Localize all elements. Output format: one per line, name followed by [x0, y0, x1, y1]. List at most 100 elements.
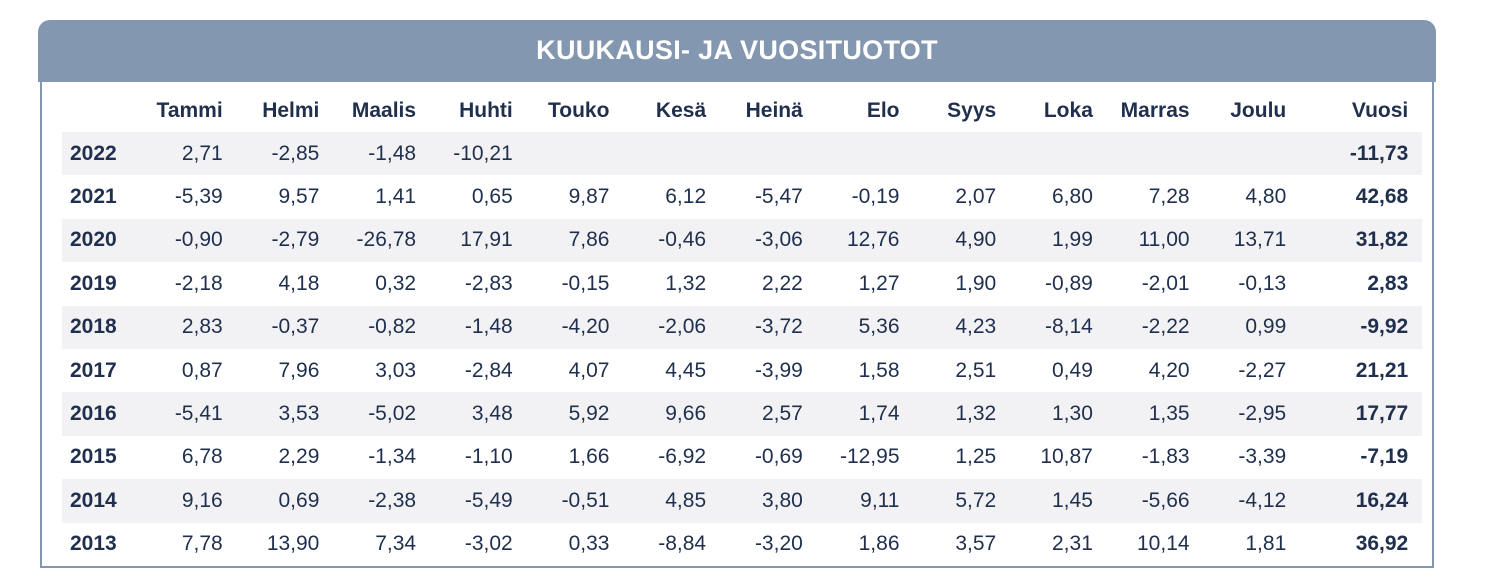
year-cell: 2013	[70, 532, 117, 556]
monthly-return-cell: 13,71	[1197, 218, 1295, 263]
column-header-year	[62, 90, 134, 132]
returns-panel	[40, 22, 1434, 568]
monthly-return-cell: -2,27	[1238, 358, 1287, 382]
year-cell: 2018	[62, 305, 134, 349]
monthly-return-cell	[907, 132, 1005, 176]
monthly-return-cell: -5,66	[1100, 479, 1198, 523]
monthly-return-cell: -3,20	[754, 532, 803, 556]
monthly-return-cell: 1,32	[907, 392, 1005, 436]
monthly-return-cell: 7,28	[1148, 185, 1190, 209]
monthly-return-cell: -10,21	[424, 132, 521, 176]
monthly-return-cell: 4,18	[278, 271, 320, 295]
column-header: Touko	[548, 99, 610, 122]
annual-return-cell: 42,68	[1355, 185, 1409, 209]
monthly-return-cell	[1004, 132, 1101, 176]
column-header: Syys	[947, 99, 997, 122]
monthly-return-cell: 11,00	[1100, 218, 1198, 263]
monthly-return-cell: 17,91	[424, 218, 521, 263]
monthly-return-cell: 4,07	[568, 358, 610, 382]
monthly-return-cell: 1,45	[1004, 479, 1101, 523]
monthly-return-cell: 9,57	[278, 185, 320, 209]
monthly-return-cell: 1,74	[810, 392, 908, 436]
monthly-return-cell: -26,78	[327, 218, 425, 263]
column-header: Loka	[1043, 99, 1093, 122]
monthly-return-cell: -0,51	[520, 479, 618, 523]
monthly-return-cell: -5,02	[327, 392, 425, 436]
monthly-return-cell: -1,48	[424, 305, 521, 349]
monthly-return-cell: 1,90	[955, 271, 997, 295]
annual-return-cell: 2,83	[1367, 271, 1409, 295]
monthly-return-cell: 2,22	[761, 271, 803, 295]
monthly-return-cell: 5,92	[520, 392, 618, 436]
monthly-return-cell: 5,72	[907, 479, 1005, 523]
monthly-return-cell: 1,32	[665, 271, 707, 295]
column-header: Kesä	[655, 99, 707, 122]
monthly-return-cell: 7,96	[278, 358, 320, 382]
annual-return-cell: -9,92	[1294, 305, 1423, 349]
monthly-return-cell: 2,29	[278, 445, 320, 469]
monthly-return-cell: 3,53	[230, 392, 328, 436]
monthly-return-cell: 1,58	[858, 358, 900, 382]
monthly-return-cell: 9,16	[134, 479, 231, 523]
column-header: Huhti	[459, 99, 513, 122]
monthly-return-cell: -2,38	[327, 479, 425, 523]
monthly-return-cell: 1,81	[1245, 532, 1287, 556]
monthly-return-cell: 1,99	[1004, 218, 1101, 263]
monthly-return-cell: -0,89	[1045, 271, 1093, 295]
panel-title: KUUKAUSI- JA VUOSITUOTOT	[536, 35, 938, 65]
monthly-return-cell: 4,85	[617, 479, 715, 523]
table-row: 2021 -5,39 9,57 1,41 0,65 9,87 6,12 -5,47 -0,19 2…	[62, 175, 1422, 218]
monthly-return-cell: 7,34	[375, 532, 417, 556]
monthly-return-cell: -1,34	[368, 445, 417, 469]
column-header: Joulu	[1230, 99, 1287, 122]
monthly-return-cell	[714, 132, 811, 176]
monthly-return-cell: 10,87	[1040, 445, 1093, 469]
monthly-return-cell: 2,07	[955, 185, 997, 209]
monthly-return-cell: -2,85	[230, 132, 328, 176]
monthly-return-cell	[1100, 132, 1198, 176]
monthly-return-cell: 9,11	[810, 479, 908, 523]
monthly-return-cell: 6,12	[665, 185, 707, 209]
monthly-return-cell: -2,79	[230, 218, 328, 263]
monthly-return-cell: 7,86	[520, 218, 618, 263]
monthly-return-cell: 3,48	[424, 392, 521, 436]
year-cell: 2016	[62, 392, 134, 436]
monthly-return-cell: -2,06	[617, 305, 715, 349]
monthly-return-cell: -0,13	[1238, 271, 1287, 295]
year-cell: 2014	[62, 479, 134, 523]
table-row: 2015 6,78 2,29 -1,34 -1,10 1,66 -6,92 -0,69 -12,…	[62, 436, 1422, 479]
table-row: 2020 -0,90 -2,79 -26,78 17,91 7,86 -0,46 -3,06 1…	[62, 218, 1423, 263]
year-cell: 2020	[62, 218, 134, 263]
monthly-return-cell: 0,49	[1052, 358, 1093, 382]
monthly-return-cell: -3,72	[714, 305, 811, 349]
monthly-return-cell: -0,19	[851, 185, 900, 209]
monthly-return-cell: 2,31	[1052, 532, 1093, 556]
monthly-return-cell: -1,83	[1141, 445, 1190, 469]
year-cell: 2022	[62, 132, 134, 176]
monthly-return-cell: 13,90	[266, 532, 320, 556]
returns-table: Tammi Helmi Maalis Huhti Touko Kesä Heinä Elo Sy…	[62, 90, 1423, 566]
annual-return-cell: 31,82	[1294, 218, 1423, 263]
monthly-return-cell: 6,78	[181, 445, 223, 469]
monthly-return-cell: -2,84	[464, 358, 513, 382]
annual-return-cell: 21,21	[1355, 358, 1409, 382]
annual-return-cell: 16,24	[1294, 479, 1423, 523]
table-row: 2013 7,78 13,90 7,34 -3,02 0,33 -8,84 -3,20 1,86…	[62, 523, 1422, 566]
monthly-return-cell: -1,48	[327, 132, 425, 176]
monthly-return-cell: 7,78	[181, 532, 223, 556]
header-row: Tammi Helmi Maalis Huhti Touko Kesä Heinä Elo Sy…	[62, 90, 1422, 132]
panel-header: KUUKAUSI- JA VUOSITUOTOT	[38, 20, 1436, 82]
monthly-return-cell: 1,41	[375, 185, 417, 209]
monthly-return-cell	[1197, 132, 1295, 176]
monthly-return-cell: -8,84	[658, 532, 707, 556]
table-row: 2018 2,83 -0,37 -0,82 -1,48 -4,20 -2,06 -3,72 5,…	[62, 305, 1423, 349]
year-cell: 2021	[70, 185, 117, 209]
monthly-return-cell: -4,12	[1197, 479, 1295, 523]
monthly-return-cell: -2,83	[464, 271, 513, 295]
monthly-return-cell: 3,80	[714, 479, 811, 523]
monthly-return-cell: 2,71	[134, 132, 231, 176]
table-row: 2014 9,16 0,69 -2,38 -5,49 -0,51 4,85 3,80 9,11 5…	[62, 479, 1423, 523]
monthly-return-cell: 4,23	[907, 305, 1005, 349]
monthly-return-cell: -0,90	[134, 218, 231, 263]
monthly-return-cell	[520, 132, 618, 176]
